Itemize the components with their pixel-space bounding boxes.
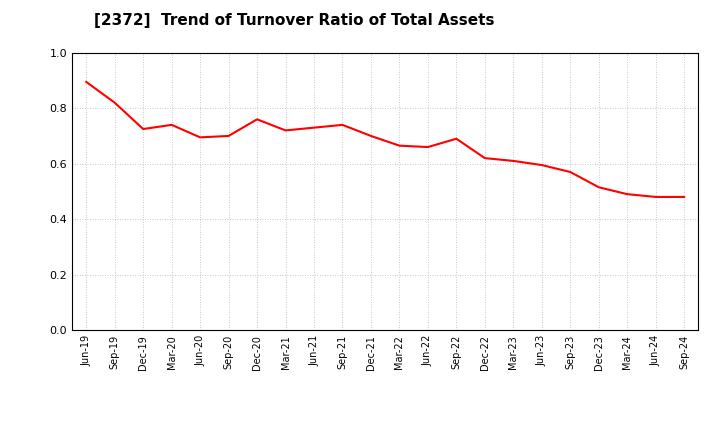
Text: [2372]  Trend of Turnover Ratio of Total Assets: [2372] Trend of Turnover Ratio of Total … [94,13,494,28]
